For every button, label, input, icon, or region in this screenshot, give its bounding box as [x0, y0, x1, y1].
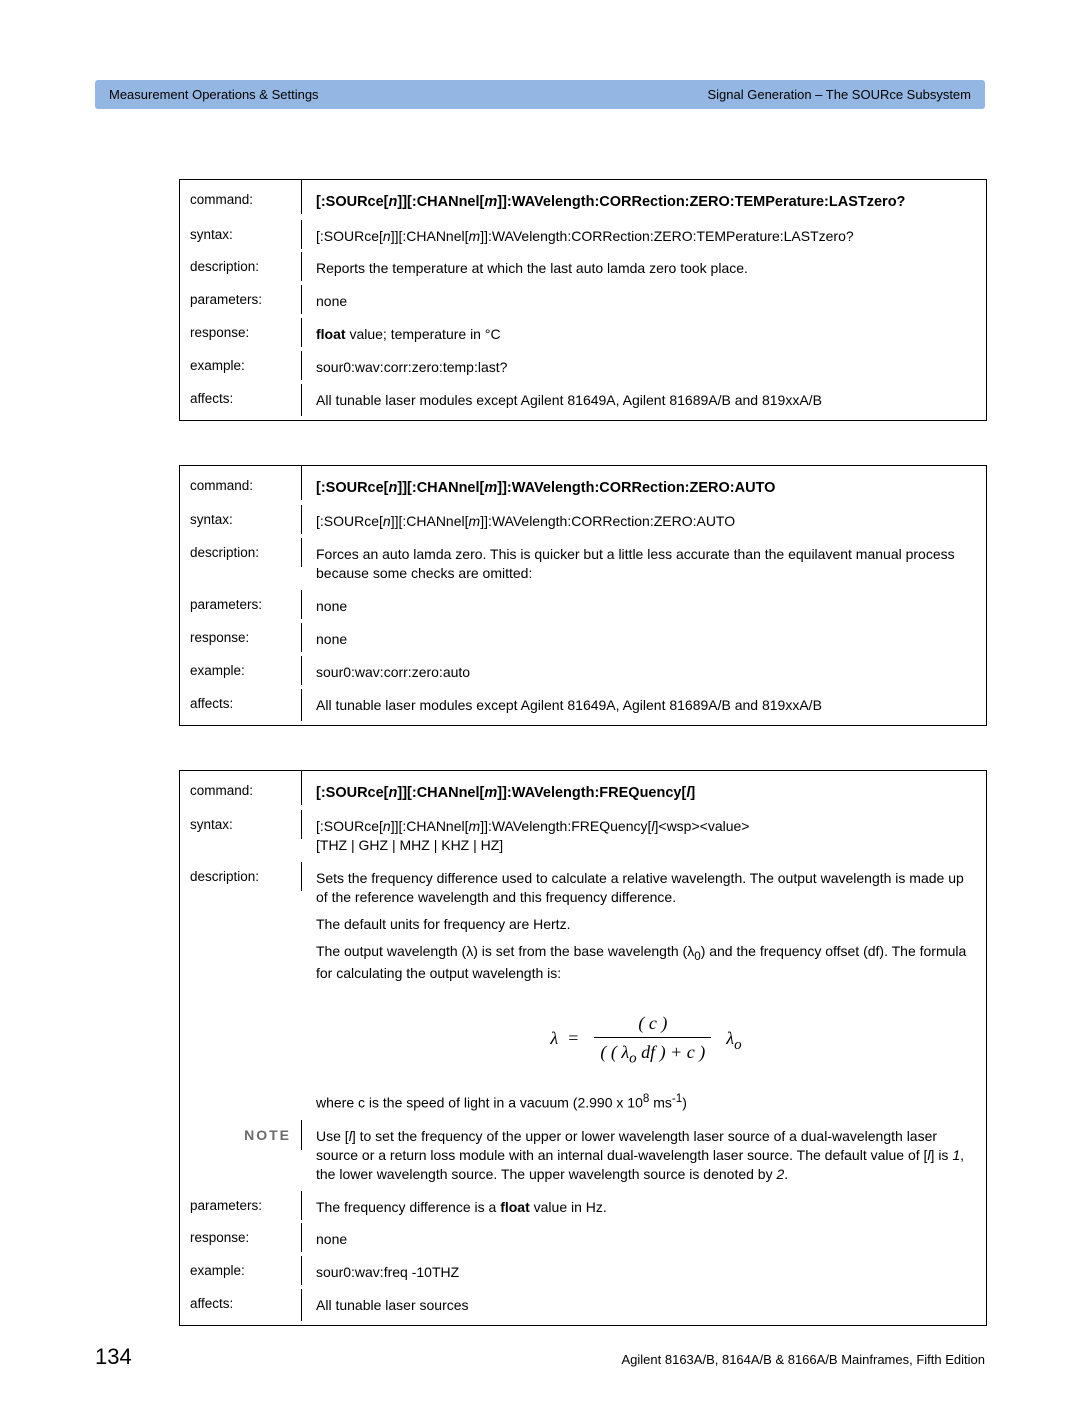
- syntax-line-1: [:SOURce[n]][:CHANnel[m]]:WAVelength:FRE…: [316, 817, 976, 836]
- command-table-1: command:[:SOURce[n]][:CHANnel[m]]:WAVele…: [179, 179, 987, 421]
- table-row: syntax:[:SOURce[n]][:CHANnel[m]]:WAVelen…: [180, 220, 986, 253]
- label: syntax:: [180, 505, 302, 534]
- value: [:SOURce[n]][:CHANnel[m]]:WAVelength:COR…: [302, 180, 986, 220]
- value: sour0:wav:corr:zero:temp:last?: [302, 351, 986, 384]
- value: All tunable laser modules except Agilent…: [302, 384, 986, 420]
- value: All tunable laser sources: [302, 1289, 986, 1325]
- table-row: description:Forces an auto lamda zero. T…: [180, 538, 986, 590]
- header-left: Measurement Operations & Settings: [109, 87, 319, 102]
- value: [:SOURce[n]][:CHANnel[m]]:WAVelength:FRE…: [302, 771, 986, 811]
- row-affects: affects: All tunable laser sources: [180, 1289, 986, 1325]
- table-row: affects:All tunable laser modules except…: [180, 384, 986, 420]
- value: [:SOURce[n]][:CHANnel[m]]:WAVelength:COR…: [302, 220, 986, 253]
- value: none: [302, 590, 986, 623]
- row-note: NOTE Use [l] to set the frequency of the…: [180, 1120, 986, 1191]
- label: example:: [180, 1256, 302, 1285]
- value: sour0:wav:corr:zero:auto: [302, 656, 986, 689]
- label: description:: [180, 252, 302, 281]
- desc-p2: The default units for frequency are Hert…: [316, 915, 976, 934]
- label: parameters:: [180, 285, 302, 314]
- label: description:: [180, 862, 302, 891]
- header-right: Signal Generation – The SOURce Subsystem: [707, 87, 971, 102]
- header-bar: Measurement Operations & Settings Signal…: [95, 80, 985, 109]
- table-row: example:sour0:wav:corr:zero:temp:last?: [180, 351, 986, 384]
- page-number: 134: [95, 1344, 132, 1370]
- table-row: command:[:SOURce[n]][:CHANnel[m]]:WAVele…: [180, 180, 986, 220]
- value: sour0:wav:freq -10THZ: [302, 1256, 986, 1289]
- value: [:SOURce[n]][:CHANnel[m]]:WAVelength:COR…: [302, 466, 986, 506]
- label: parameters:: [180, 1191, 302, 1220]
- formula: λ = ( c )( ( λo df ) + c ) λo: [316, 991, 976, 1091]
- value: [:SOURce[n]][:CHANnel[m]]:WAVelength:COR…: [302, 505, 986, 538]
- table-row: description:Reports the temperature at w…: [180, 252, 986, 285]
- label: affects:: [180, 384, 302, 416]
- syntax-line-2: [THZ | GHZ | MHZ | KHZ | HZ]: [316, 836, 976, 855]
- row-response: response: none: [180, 1223, 986, 1256]
- table-row: command:[:SOURce[n]][:CHANnel[m]]:WAVele…: [180, 466, 986, 506]
- label: command:: [180, 771, 302, 805]
- label: command:: [180, 180, 302, 214]
- table-row: affects:All tunable laser modules except…: [180, 689, 986, 725]
- note-text: Use [l] to set the frequency of the uppe…: [302, 1120, 986, 1191]
- value: Forces an auto lamda zero. This is quick…: [302, 538, 986, 590]
- value: Sets the frequency difference used to ca…: [302, 862, 986, 1120]
- row-description: description: Sets the frequency differen…: [180, 862, 986, 1120]
- value: Reports the temperature at which the las…: [302, 252, 986, 285]
- label: command:: [180, 466, 302, 500]
- label: response:: [180, 1223, 302, 1252]
- table-row: syntax:[:SOURce[n]][:CHANnel[m]]:WAVelen…: [180, 505, 986, 538]
- value: none: [302, 623, 986, 656]
- label: description:: [180, 538, 302, 567]
- value: float value; temperature in °C: [302, 318, 986, 351]
- desc-p1: Sets the frequency difference used to ca…: [316, 869, 976, 907]
- label: response:: [180, 623, 302, 652]
- table-row: parameters:none: [180, 285, 986, 318]
- page: Measurement Operations & Settings Signal…: [0, 0, 1080, 1410]
- value: none: [302, 1223, 986, 1256]
- value: none: [302, 285, 986, 318]
- command-table-3: command: [:SOURce[n]][:CHANnel[m]]:WAVel…: [179, 770, 987, 1326]
- label: example:: [180, 656, 302, 685]
- desc-p3: The output wavelength (λ) is set from th…: [316, 942, 976, 983]
- label: response:: [180, 318, 302, 347]
- row-command: command: [:SOURce[n]][:CHANnel[m]]:WAVel…: [180, 771, 986, 811]
- label: example:: [180, 351, 302, 380]
- value: The frequency difference is a float valu…: [302, 1191, 986, 1224]
- label: syntax:: [180, 220, 302, 249]
- label: syntax:: [180, 810, 302, 839]
- table-row: example:sour0:wav:corr:zero:auto: [180, 656, 986, 689]
- note-label: NOTE: [180, 1120, 302, 1150]
- command-table-2: command:[:SOURce[n]][:CHANnel[m]]:WAVele…: [179, 465, 987, 726]
- table-row: response:none: [180, 623, 986, 656]
- desc-where: where c is the speed of light in a vacuu…: [316, 1091, 976, 1113]
- row-parameters: parameters: The frequency difference is …: [180, 1191, 986, 1224]
- label: affects:: [180, 1289, 302, 1321]
- value: All tunable laser modules except Agilent…: [302, 689, 986, 725]
- table-row: response:float value; temperature in °C: [180, 318, 986, 351]
- table-row: parameters:none: [180, 590, 986, 623]
- footer: 134 Agilent 8163A/B, 8164A/B & 8166A/B M…: [95, 1344, 985, 1370]
- row-example: example: sour0:wav:freq -10THZ: [180, 1256, 986, 1289]
- footer-text: Agilent 8163A/B, 8164A/B & 8166A/B Mainf…: [622, 1352, 986, 1367]
- row-syntax: syntax: [:SOURce[n]][:CHANnel[m]]:WAVele…: [180, 810, 986, 862]
- value: [:SOURce[n]][:CHANnel[m]]:WAVelength:FRE…: [302, 810, 986, 862]
- label: affects:: [180, 689, 302, 721]
- label: parameters:: [180, 590, 302, 619]
